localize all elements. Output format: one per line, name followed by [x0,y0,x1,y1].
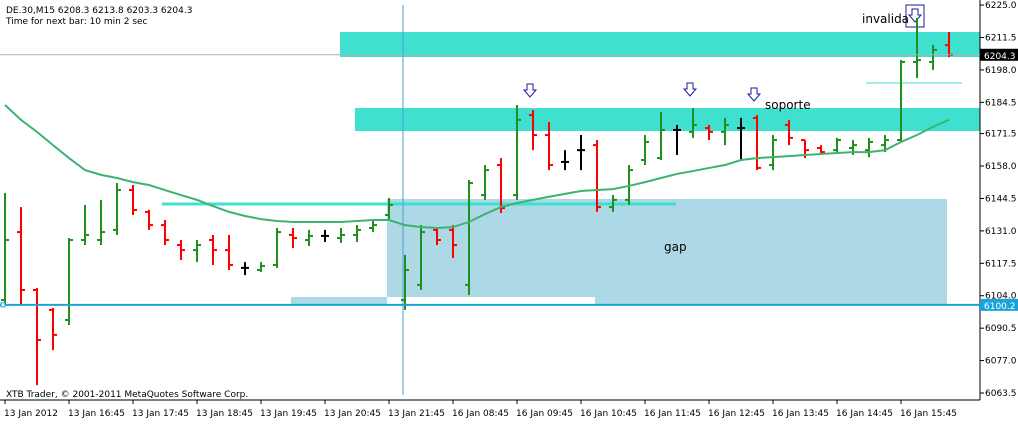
footer: XTB Trader, © 2001-2011 MetaQuotes Softw… [6,390,248,400]
x-tick-label: 16 Jan 10:45 [580,409,637,419]
y-tick-label: 6225.0 [985,1,1017,11]
annotation: gap [664,240,687,254]
x-tick-label: 13 Jan 20:45 [324,409,381,419]
x-tick-label: 16 Jan 12:45 [708,409,765,419]
header: DE.30,M15 6208.3 6213.8 6203.3 6204.3 [6,6,192,16]
support-zone [355,108,980,131]
moving-average [4,104,950,229]
gap-strip [291,297,387,304]
y-tick-label: 6077.0 [985,357,1017,367]
arrow [522,83,538,98]
x-tick-label: 13 Jan 18:45 [196,409,253,419]
annotation: invalida [862,12,909,26]
x-tick-label: 16 Jan 11:45 [644,409,701,419]
subheader: Time for next bar: 10 min 2 sec [5,17,148,27]
y-tick-label: 6104.0 [985,292,1017,302]
x-tick-label: 13 Jan 2012 [4,409,58,419]
y-tick-label: 6198.0 [985,66,1017,76]
y-tick-label: 6090.5 [985,324,1017,334]
price-tag-label: 6100.2 [984,302,1016,312]
y-tick-label: 6144.5 [985,194,1017,204]
x-tick-label: 13 Jan 19:45 [260,409,317,419]
price-tag [980,298,1018,311]
x-tick-label: 16 Jan 13:45 [772,409,829,419]
price-tag [980,48,1018,61]
x-tick-label: 16 Jan 14:45 [836,409,893,419]
x-tick-label: 13 Jan 21:45 [388,409,445,419]
y-tick-label: 6211.5 [985,33,1017,43]
annotation: soporte [765,98,811,112]
anchor [0,302,6,308]
y-tick-label: 6184.5 [985,98,1017,108]
resistance-zone [340,32,980,57]
plot [1,18,953,386]
x-tick-label: 16 Jan 15:45 [900,409,957,419]
y-tick-label: 6171.5 [985,130,1017,140]
x-tick-label: 13 Jan 16:45 [68,409,125,419]
arrow [746,87,762,102]
y-tick-label: 6158.0 [985,162,1017,172]
y-tick-label: 6117.5 [985,259,1017,269]
x-tick-label: 13 Jan 17:45 [132,409,189,419]
x-tick-label: 16 Jan 08:45 [452,409,509,419]
price-tag-label: 6204.3 [984,52,1016,62]
gap-strip [595,297,947,304]
arrow-box [905,4,925,28]
y-tick-label: 6063.5 [985,389,1017,399]
arrow [682,82,698,97]
x-tick-label: 16 Jan 09:45 [516,409,573,419]
y-tick-label: 6131.0 [985,227,1017,237]
